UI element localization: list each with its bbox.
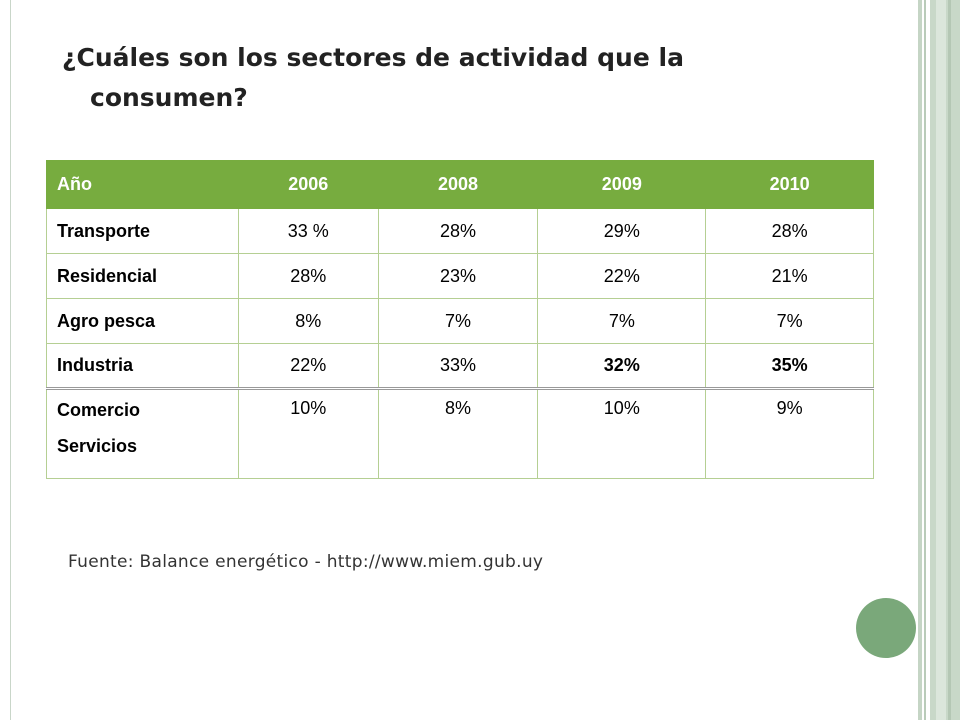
- table-cell: 22%: [537, 253, 707, 299]
- decorative-stripe: [918, 0, 922, 720]
- table-cell: 7%: [537, 298, 707, 344]
- table-cell: 21%: [705, 253, 874, 299]
- source-note: Fuente: Balance energético - http://www.…: [68, 552, 544, 572]
- row-label-comercio-servicios: Comercio Servicios: [46, 388, 239, 479]
- header-2008: 2008: [377, 160, 539, 209]
- table-row: Residencial 28% 23% 22% 21%: [46, 253, 874, 299]
- row-label-industria: Industria: [46, 343, 239, 390]
- sector-consumption-table: Año 2006 2008 2009 2010 Transporte 33 % …: [46, 160, 874, 479]
- decorative-stripe: [948, 0, 951, 720]
- table-cell: 10%: [537, 388, 707, 479]
- header-year: Año: [46, 160, 239, 209]
- title-line-2: consumen?: [90, 83, 248, 112]
- row-label-line-1: Comercio: [57, 400, 141, 420]
- table-cell: 35%: [705, 343, 874, 390]
- table-row: Comercio Servicios 10% 8% 10% 9%: [46, 388, 874, 479]
- table-cell: 23%: [377, 253, 539, 299]
- table-cell: 8%: [377, 388, 539, 479]
- table-cell: 32%: [537, 343, 707, 390]
- decorative-circle: [856, 598, 916, 658]
- table-cell: 28%: [237, 253, 379, 299]
- table-cell: 22%: [237, 343, 379, 390]
- table-cell: 29%: [537, 208, 707, 254]
- row-label-agro-pesca: Agro pesca: [46, 298, 239, 344]
- slide-title: ¿Cuáles son los sectores de actividad qu…: [62, 38, 862, 118]
- decorative-stripe: [936, 0, 946, 720]
- table-cell: 28%: [377, 208, 539, 254]
- table-cell: 28%: [705, 208, 874, 254]
- header-2006: 2006: [237, 160, 379, 209]
- row-label-residencial: Residencial: [46, 253, 239, 299]
- table-cell: 10%: [237, 388, 379, 479]
- table-row: Agro pesca 8% 7% 7% 7%: [46, 298, 874, 344]
- table-cell: 33 %: [237, 208, 379, 254]
- row-label-line-2: Servicios: [57, 436, 138, 456]
- table-cell: 9%: [705, 388, 874, 479]
- table-cell: 7%: [705, 298, 874, 344]
- row-label-transporte: Transporte: [46, 208, 239, 254]
- title-line-1: ¿Cuáles son los sectores de actividad qu…: [62, 43, 684, 72]
- decorative-stripe: [924, 0, 926, 720]
- table-cell: 7%: [377, 298, 539, 344]
- left-border-line: [10, 0, 11, 720]
- table-header-row: Año 2006 2008 2009 2010: [46, 160, 874, 209]
- table-cell: 8%: [237, 298, 379, 344]
- table-row: Industria 22% 33% 32% 35%: [46, 343, 874, 390]
- header-2009: 2009: [537, 160, 707, 209]
- table-cell: 33%: [377, 343, 539, 390]
- header-2010: 2010: [705, 160, 874, 209]
- table-row: Transporte 33 % 28% 29% 28%: [46, 208, 874, 254]
